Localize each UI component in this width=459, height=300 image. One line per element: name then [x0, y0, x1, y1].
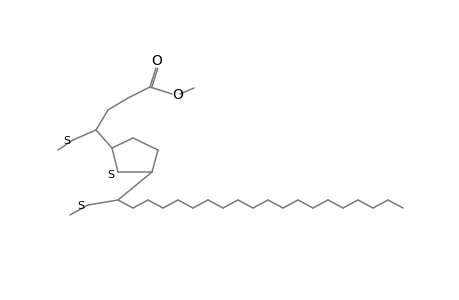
Text: S: S [63, 136, 70, 146]
Text: O: O [172, 88, 183, 102]
Text: S: S [107, 170, 114, 180]
Text: S: S [77, 201, 84, 211]
Text: O: O [151, 54, 162, 68]
